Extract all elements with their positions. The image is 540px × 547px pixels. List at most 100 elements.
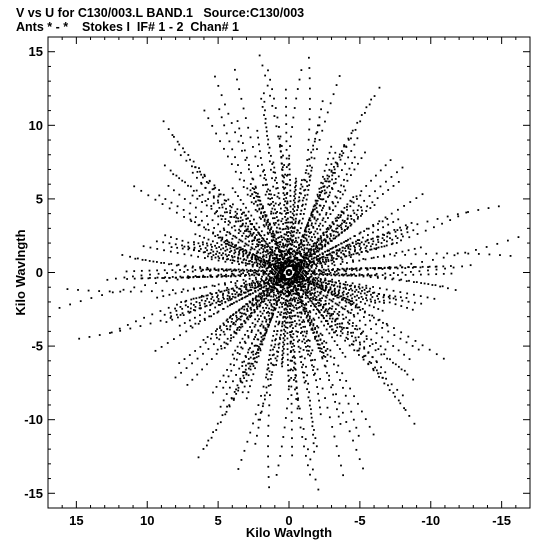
uv-point [149, 322, 152, 325]
uv-point [275, 187, 278, 190]
uv-point [233, 364, 235, 367]
uv-point [365, 294, 368, 297]
uv-point [212, 202, 215, 205]
uv-point [348, 301, 350, 304]
uv-point [166, 272, 169, 274]
uv-point [326, 235, 329, 238]
uv-point [171, 318, 174, 321]
uv-point [298, 417, 300, 419]
uv-point [232, 323, 235, 325]
uv-point [304, 325, 306, 328]
uv-point [339, 191, 342, 193]
uv-point [253, 309, 256, 311]
uv-point [352, 418, 355, 421]
uv-point [277, 290, 280, 293]
uv-point [324, 220, 327, 223]
uv-point [331, 336, 333, 339]
uv-point [370, 248, 373, 251]
uv-point [313, 216, 316, 219]
uv-point [383, 254, 385, 257]
uv-point [182, 288, 185, 291]
uv-point [260, 323, 263, 326]
uv-point [282, 236, 285, 239]
uv-point [201, 241, 204, 244]
uv-point [261, 266, 264, 269]
uv-point [347, 226, 350, 229]
uv-point [319, 378, 322, 380]
uv-point [202, 243, 204, 246]
uv-point [171, 269, 174, 271]
uv-point [236, 352, 239, 354]
uv-point [353, 295, 356, 298]
uv-point [256, 195, 259, 198]
uv-point [315, 256, 318, 259]
uv-point [255, 222, 258, 225]
uv-point [376, 276, 379, 279]
uv-point [193, 241, 195, 243]
uv-point [329, 102, 332, 105]
uv-point [303, 260, 306, 263]
uv-point [217, 255, 220, 258]
uv-point [341, 154, 343, 157]
uv-point [301, 321, 304, 323]
uv-point [360, 206, 363, 209]
uv-point [284, 243, 287, 246]
uv-point [228, 140, 231, 143]
uv-point [204, 276, 206, 278]
uv-point [338, 282, 341, 285]
uv-point [308, 87, 311, 90]
uv-point [306, 288, 309, 291]
uv-point [279, 241, 282, 243]
uv-point [289, 184, 292, 187]
uv-point [324, 269, 327, 272]
uv-point [253, 261, 256, 264]
uv-point [254, 442, 257, 445]
uv-point [170, 201, 173, 204]
uv-point [337, 201, 339, 204]
uv-point [239, 341, 241, 344]
uv-point [268, 323, 270, 326]
uv-point [207, 198, 210, 200]
uv-point [383, 245, 386, 248]
uv-point [304, 256, 307, 259]
uv-point [326, 294, 329, 297]
uv-point [346, 298, 349, 301]
uv-point [220, 116, 223, 119]
uv-point [279, 286, 282, 288]
uv-point [381, 336, 384, 339]
uv-point [300, 355, 303, 358]
uv-point [325, 341, 328, 344]
uv-point [269, 168, 272, 171]
uv-point [397, 365, 400, 368]
uv-point [325, 163, 328, 166]
uv-point [185, 159, 188, 162]
uv-point [337, 415, 340, 418]
uv-point [275, 231, 278, 234]
uv-point [263, 234, 266, 237]
uv-point [336, 323, 339, 325]
uv-point [286, 348, 289, 351]
uv-point [284, 227, 287, 230]
uv-point [262, 255, 265, 258]
uv-point [265, 269, 268, 272]
uv-point [326, 348, 329, 350]
uv-point [303, 265, 306, 268]
uv-point [301, 282, 304, 285]
uv-point [276, 290, 278, 293]
uv-point [247, 374, 250, 377]
uv-point [302, 290, 305, 293]
uv-point [279, 150, 282, 153]
uv-point [310, 245, 313, 248]
uv-point [241, 261, 243, 264]
uv-point [268, 242, 271, 244]
uv-point [370, 274, 373, 277]
uv-point [286, 286, 289, 289]
uv-point [235, 374, 237, 376]
uv-point [393, 334, 396, 337]
uv-point [234, 131, 237, 134]
uv-point [285, 248, 288, 251]
uv-point [380, 242, 383, 244]
uv-point [363, 230, 366, 233]
uv-point [259, 325, 262, 327]
uv-point [299, 266, 302, 269]
